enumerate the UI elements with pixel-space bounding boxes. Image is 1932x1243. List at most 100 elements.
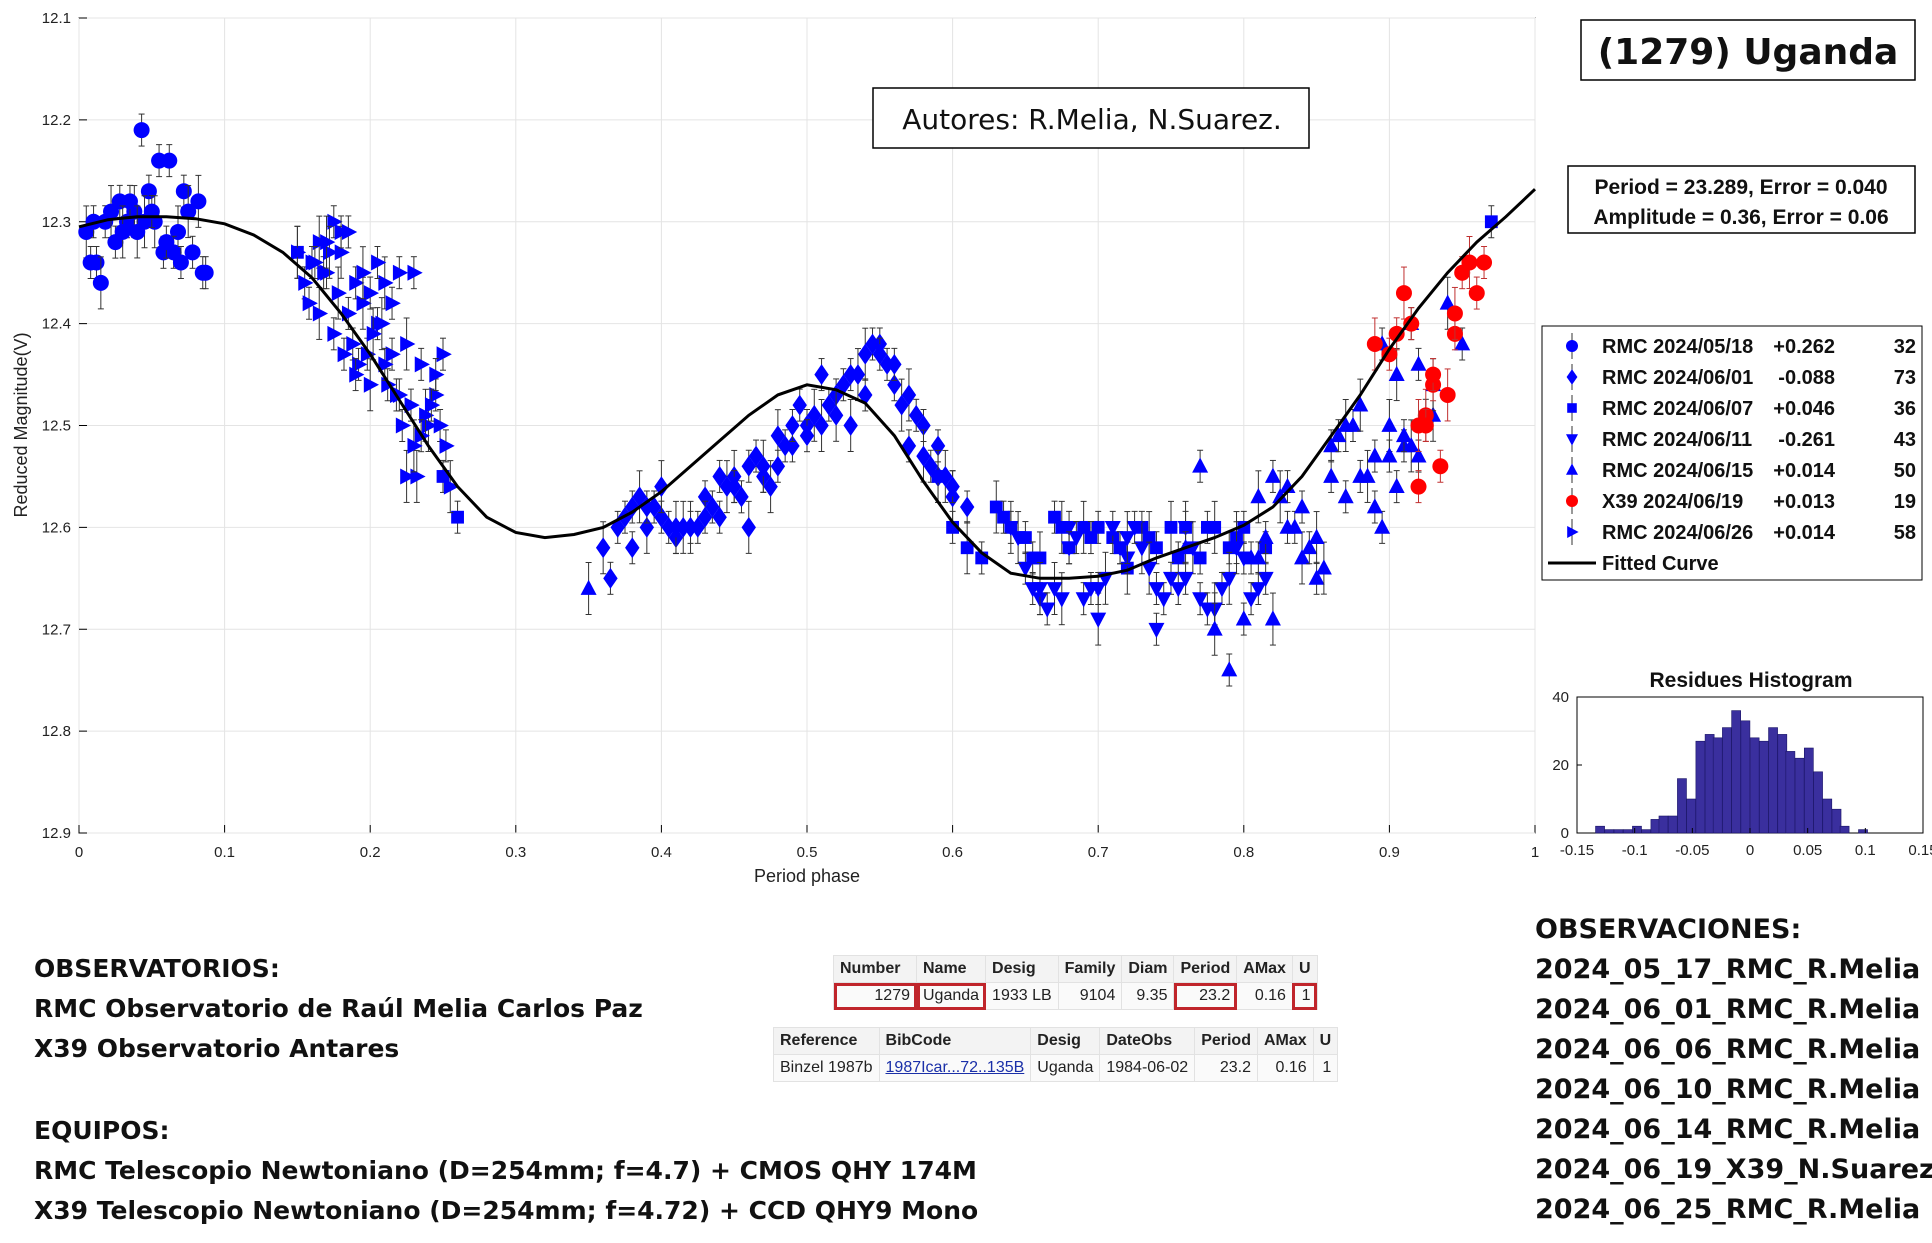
histogram-bar	[1632, 825, 1642, 834]
data-point	[894, 394, 909, 416]
histogram-bar	[1740, 720, 1751, 834]
data-point	[879, 353, 895, 375]
series-6	[291, 205, 460, 514]
table-header-row: Reference BibCode Desig DateObs Period A…	[773, 1027, 1339, 1055]
data-point	[1119, 531, 1136, 547]
legend-offset: +0.046	[1773, 398, 1835, 420]
histogram-bar	[1768, 727, 1778, 834]
data-point	[865, 333, 880, 355]
cell-bibcode[interactable]: 1987Icar...72..135B	[878, 1054, 1032, 1082]
data-point	[814, 364, 829, 385]
reference-table: Reference BibCode Desig DateObs Period A…	[773, 1027, 1339, 1082]
table-header: Diam	[1121, 955, 1175, 983]
data-point	[1090, 612, 1107, 628]
observatories-title: OBSERVATORIOS:	[34, 954, 280, 983]
data-point	[407, 437, 423, 454]
data-point	[1301, 538, 1318, 555]
data-point	[697, 486, 713, 508]
data-point	[433, 417, 449, 434]
bibcode-link[interactable]: 1987Icar...72..135B	[885, 1059, 1025, 1076]
data-point	[129, 223, 146, 240]
data-point	[410, 468, 426, 485]
data-point	[807, 404, 822, 426]
data-point	[392, 264, 409, 281]
legend-offset: -0.261	[1778, 429, 1835, 451]
data-point	[959, 496, 975, 518]
legend-label: X39 2024/06/19	[1602, 491, 1743, 513]
data-point	[1201, 520, 1214, 534]
data-point	[1235, 610, 1252, 626]
x-tick-label: 0.1	[214, 844, 235, 861]
table-header: Desig	[985, 955, 1059, 983]
observation-item: 2024_06_06_RMC_R.Melia	[1535, 1034, 1921, 1065]
legend-marker	[1566, 434, 1578, 446]
cell-amax: 0.16	[1236, 982, 1293, 1010]
data-point	[1257, 571, 1274, 588]
data-point	[1061, 520, 1078, 537]
table-header: AMax	[1256, 1027, 1314, 1055]
data-point	[930, 435, 946, 457]
data-point	[1075, 592, 1092, 608]
data-point	[1177, 520, 1194, 537]
data-point	[1010, 531, 1027, 547]
data-point	[887, 353, 902, 375]
data-point	[92, 274, 109, 291]
observation-item: 2024_06_19_X39_N.Suarez	[1535, 1154, 1932, 1185]
data-point	[1395, 426, 1412, 443]
data-point	[1250, 488, 1267, 504]
data-point	[989, 500, 1003, 514]
data-point	[814, 415, 829, 436]
legend-box	[1541, 325, 1923, 581]
data-point	[190, 193, 207, 210]
amplitude-text: Amplitude = 0.36, Error = 0.06	[1593, 206, 1888, 229]
data-point	[1090, 582, 1107, 598]
legend-count: 43	[1894, 429, 1916, 451]
data-point	[712, 466, 727, 487]
data-point	[785, 415, 800, 436]
data-point	[741, 516, 756, 538]
data-point	[1133, 541, 1150, 557]
data-point	[1381, 416, 1398, 432]
data-point	[349, 274, 365, 291]
equipment-title: EQUIPOS:	[34, 1116, 170, 1145]
histogram-bar	[1858, 829, 1868, 834]
y-tick-label: 12.5	[42, 418, 71, 435]
period-text: Period = 23.289, Error = 0.040	[1594, 176, 1887, 199]
data-point	[317, 264, 333, 281]
data-point	[337, 346, 353, 363]
histogram-y-tick-label: 20	[1552, 757, 1569, 774]
data-point	[356, 264, 372, 281]
data-point	[625, 537, 640, 559]
cell-family: 9104	[1057, 982, 1123, 1010]
data-point	[1425, 366, 1442, 383]
table-header: U	[1291, 955, 1318, 983]
data-point	[1323, 437, 1340, 453]
histogram-x-tick-label: 0.05	[1793, 842, 1822, 859]
histogram-y-tick-label: 40	[1552, 689, 1569, 706]
data-point	[400, 468, 416, 485]
data-point	[799, 425, 815, 447]
x-tick-label: 0.6	[942, 844, 963, 861]
data-point	[1053, 592, 1070, 608]
data-point	[960, 541, 974, 555]
data-point	[1454, 335, 1471, 351]
legend-label: Fitted Curve	[1602, 553, 1719, 575]
histogram-x-tick-label: 0.1	[1855, 842, 1876, 859]
data-point	[424, 397, 441, 414]
x-tick-label: 0.5	[797, 844, 818, 861]
data-point	[133, 122, 150, 139]
data-point	[1359, 467, 1376, 483]
data-point	[331, 285, 347, 302]
data-point	[770, 455, 786, 477]
data-series	[78, 113, 1498, 687]
data-point	[1193, 551, 1207, 565]
data-point	[1439, 386, 1456, 403]
data-point	[1150, 541, 1163, 555]
data-point	[1221, 661, 1238, 677]
data-point	[1395, 285, 1412, 302]
data-point	[1148, 582, 1165, 598]
data-point	[1112, 541, 1129, 557]
histogram-bar	[1785, 751, 1796, 834]
data-point	[1046, 582, 1063, 598]
